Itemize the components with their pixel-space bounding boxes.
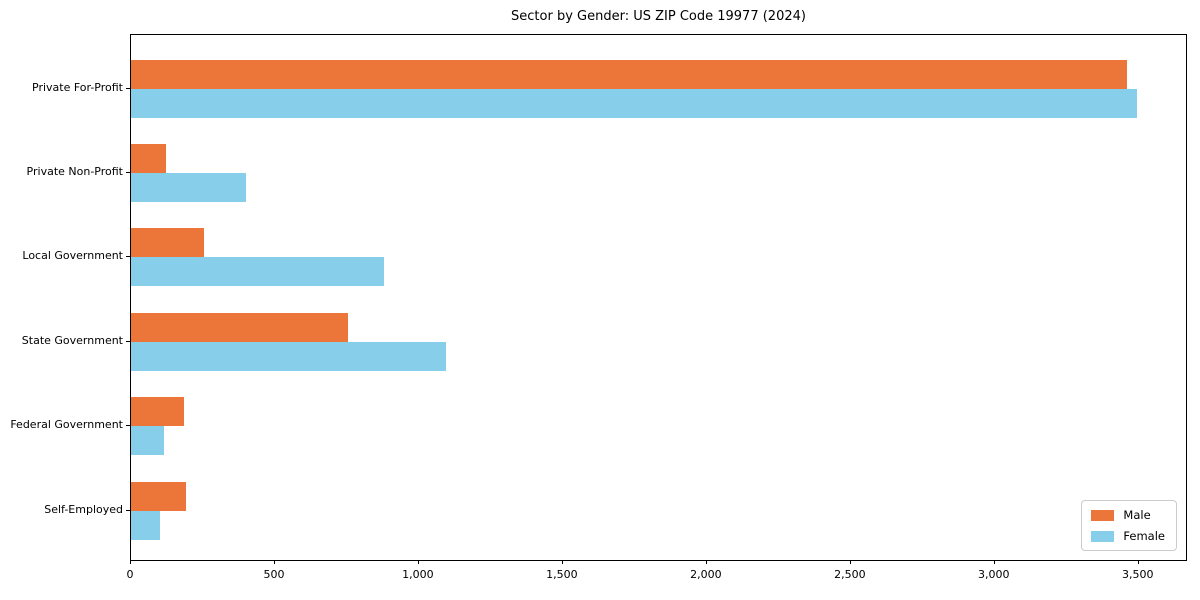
x-tick-mark [417,560,419,564]
y-tick-label-private-non-profit: Private Non-Profit [26,164,123,178]
chart-title: Sector by Gender: US ZIP Code 19977 (202… [511,9,806,24]
bar-female-local-government [131,257,385,287]
y-tick-label-federal-government: Federal Government [10,418,123,432]
x-tick-mark [1137,560,1139,564]
y-tick-label-private-for-profit: Private For-Profit [32,80,123,94]
y-tick-mark [126,509,130,511]
legend: Male Female [1081,500,1177,551]
x-tick-mark [130,560,131,564]
bar-female-federal-government [131,426,165,456]
legend-label-female: Female [1123,529,1165,543]
x-tick-label-3-500: 3,500 [1122,568,1154,581]
bar-male-self-employed [131,481,186,511]
bar-female-private-non-profit [131,172,247,202]
y-tick-mark [126,256,130,258]
bar-female-self-employed [131,510,160,540]
y-tick-mark [126,87,130,89]
y-tick-mark [126,340,130,342]
x-tick-label-2-500: 2,500 [834,568,866,581]
x-tick-label-3-000: 3,000 [978,568,1010,581]
bar-male-state-government [131,312,349,342]
plot-area: Male Female [130,34,1187,561]
y-tick-label-state-government: State Government [21,333,123,347]
legend-swatch-female [1091,530,1115,542]
legend-item-male: Male [1091,508,1165,522]
bar-female-private-for-profit [131,88,1138,118]
x-tick-mark [561,560,563,564]
x-tick-mark [705,560,707,564]
legend-swatch-male [1091,509,1115,521]
y-tick-label-self-employed: Self-Employed [44,502,123,516]
x-tick-label-500: 500 [263,568,285,581]
y-tick-label-local-government: Local Government [22,249,123,263]
legend-item-female: Female [1091,529,1165,543]
bar-female-state-government [131,341,447,371]
x-tick-mark [273,560,275,564]
y-tick-mark [126,171,130,173]
bar-male-private-for-profit [131,59,1128,89]
bar-male-private-non-profit [131,143,166,173]
x-tick-label-2-000: 2,000 [690,568,722,581]
x-tick-label-1-000: 1,000 [402,568,434,581]
x-tick-label-1-500: 1,500 [546,568,578,581]
x-tick-mark [849,560,851,564]
x-tick-mark [993,560,995,564]
bar-male-federal-government [131,397,185,427]
x-tick-label-0: 0 [126,568,134,581]
legend-label-male: Male [1123,508,1151,522]
bar-male-local-government [131,228,205,258]
y-tick-mark [126,425,130,427]
